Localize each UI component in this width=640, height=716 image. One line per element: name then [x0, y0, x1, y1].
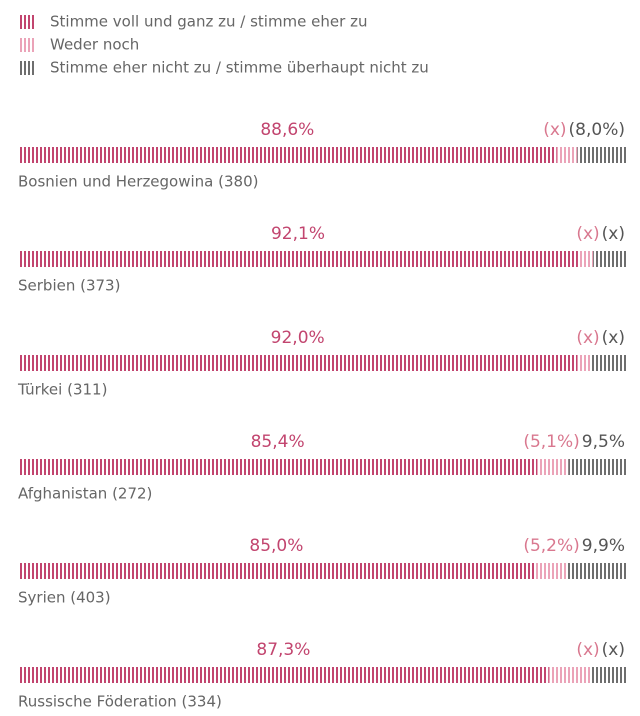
value-label: 9,5%: [582, 432, 625, 452]
value-label: 92,0%: [271, 328, 325, 348]
bar-segment: [537, 459, 569, 475]
category-label: Bosnien und Herzegowina (380): [18, 173, 258, 191]
bar-segment: [556, 147, 578, 163]
value-label: 85,4%: [251, 432, 305, 452]
category-label: Afghanistan (272): [18, 485, 152, 503]
bar-segment: [591, 667, 626, 683]
value-label: (x): [576, 224, 599, 244]
bar-segment: [548, 667, 592, 683]
category-label: Syrien (403): [18, 589, 111, 607]
bar-segment: [18, 251, 578, 267]
value-label: 87,3%: [256, 640, 310, 660]
bar-segment: [18, 459, 538, 475]
value-label: (5,1%): [523, 432, 579, 452]
value-label: (x): [543, 120, 566, 140]
bar-segment: [18, 355, 578, 371]
value-label: (5,2%): [523, 536, 579, 556]
value-label: (x): [602, 224, 625, 244]
bar-segment: [577, 147, 626, 163]
value-label: (x): [576, 640, 599, 660]
legend-swatch: [18, 15, 34, 29]
value-label: (x): [602, 640, 625, 660]
value-label: (x): [576, 328, 599, 348]
value-label: 9,9%: [582, 536, 625, 556]
value-label: 85,0%: [249, 536, 303, 556]
value-label: 92,1%: [271, 224, 325, 244]
legend-swatch: [18, 38, 34, 52]
legend-label: Weder noch: [50, 36, 139, 54]
bar-segment: [534, 563, 567, 579]
value-label: 88,6%: [260, 120, 314, 140]
bar-segment: [18, 667, 549, 683]
bar-segment: [590, 355, 626, 371]
category-label: Russische Föderation (334): [18, 693, 222, 711]
bar-segment: [18, 563, 535, 579]
bar-segment: [577, 355, 591, 371]
category-label: Türkei (311): [17, 381, 107, 399]
bar-segment: [593, 251, 626, 267]
category-label: Serbien (373): [18, 277, 120, 295]
value-label: (8,0%): [569, 120, 625, 140]
legend-swatch: [18, 61, 34, 75]
bar-segment: [18, 147, 557, 163]
value-label: (x): [602, 328, 625, 348]
legend-label: Stimme voll und ganz zu / stimme eher zu: [50, 13, 367, 31]
bar-segment: [568, 459, 626, 475]
bar-segment: [566, 563, 627, 579]
legend-label: Stimme eher nicht zu / stimme überhaupt …: [50, 59, 429, 77]
bar-segment: [577, 251, 594, 267]
